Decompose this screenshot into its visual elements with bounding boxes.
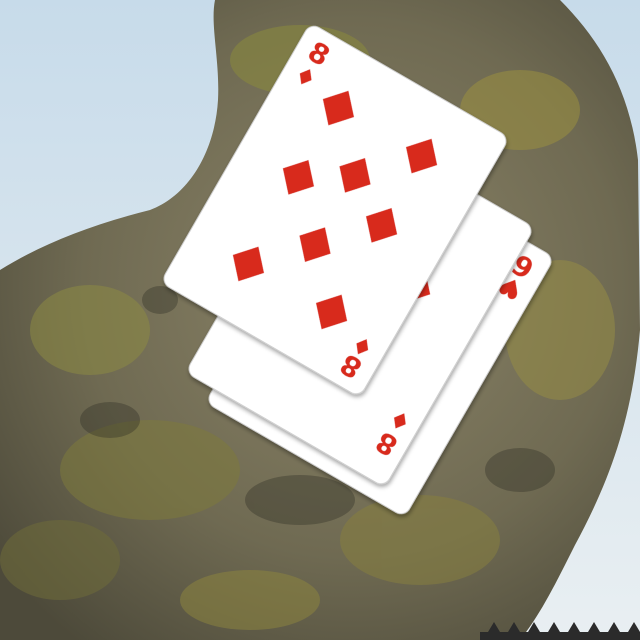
rock-shadows — [80, 286, 555, 525]
diamond-pips — [232, 90, 438, 330]
fence-spikes — [480, 622, 640, 640]
playing-card-8-diamonds-front: 8 ♦ 8 ♦ — [163, 25, 507, 395]
